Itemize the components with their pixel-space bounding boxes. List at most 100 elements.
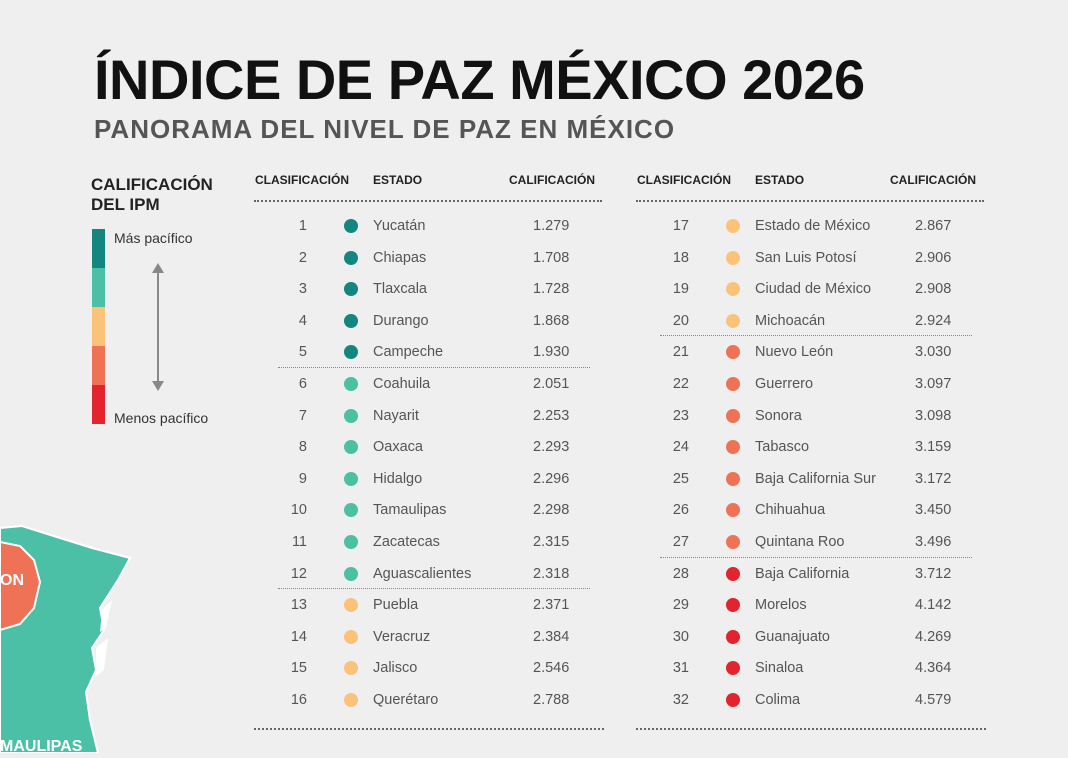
rank-cell: 14 [290, 628, 307, 645]
header-score: CALIFICACIÓN [890, 173, 976, 187]
score-cell: 2.051 [533, 375, 570, 392]
state-cell: Colima [755, 691, 801, 708]
status-dot-icon [726, 598, 740, 613]
rank-cell: 19 [672, 281, 689, 298]
score-cell: 3.712 [915, 565, 952, 582]
score-cell: 4.579 [915, 691, 952, 708]
rank-cell: 7 [298, 407, 307, 424]
score-cell: 2.867 [915, 218, 952, 234]
rank-cell: 29 [672, 597, 689, 614]
status-dot-icon [726, 629, 740, 644]
score-cell: 2.788 [533, 691, 570, 708]
state-cell: Yucatán [373, 218, 426, 234]
status-dot-icon [726, 345, 740, 360]
status-dot-icon [344, 313, 358, 328]
status-dot-icon [344, 692, 358, 707]
table-row: 5 Campeche 1.930 [254, 336, 614, 368]
score-cell: 3.172 [915, 470, 952, 487]
score-cell: 2.906 [915, 249, 952, 266]
rank-cell: 21 [672, 344, 689, 361]
rank-cell: 20 [672, 312, 689, 329]
state-cell: Chiapas [373, 249, 427, 266]
footer-divider-right [636, 728, 986, 730]
rank-cell: 30 [672, 628, 689, 645]
state-cell: Estado de México [755, 218, 871, 234]
table-row: 31 Sinaloa 4.364 [636, 652, 996, 684]
rank-cell: 1 [298, 218, 307, 234]
status-dot-icon [344, 282, 358, 297]
status-dot-icon [726, 471, 740, 486]
status-dot-icon [726, 503, 740, 518]
table-row: 15 Jalisco 2.546 [254, 652, 614, 684]
rank-cell: 27 [672, 533, 689, 550]
group-divider [278, 367, 590, 368]
status-dot-icon [726, 376, 740, 391]
score-cell: 2.298 [533, 502, 570, 519]
map-label-state: ON [0, 572, 24, 589]
status-dot-icon [344, 629, 358, 644]
status-dot-icon [344, 408, 358, 423]
table-row: 6 Coahuila 2.051 [254, 368, 614, 400]
status-dot-icon [344, 566, 358, 581]
score-cell: 2.253 [533, 407, 570, 424]
status-dot-icon [344, 661, 358, 676]
table-row: 18 San Luis Potosí 2.906 [636, 242, 996, 274]
status-dot-icon [726, 250, 740, 265]
rank-cell: 26 [672, 502, 689, 519]
table-row: 23 Sonora 3.098 [636, 400, 996, 432]
table-row: 16 Querétaro 2.788 [254, 684, 614, 716]
double-arrow-icon [151, 263, 165, 391]
state-cell: Guerrero [755, 375, 814, 392]
legend-swatch [92, 229, 105, 268]
state-cell: Campeche [373, 344, 444, 361]
rank-cell: 16 [290, 691, 307, 708]
header-rank: CLASIFICACIÓN [637, 173, 731, 187]
table-rows: 17 Estado de México 2.867 18 San Luis Potosí… [636, 202, 996, 716]
table-row: 8 Oaxaca 2.293 [254, 431, 614, 463]
header-divider [636, 200, 984, 202]
map-fragment: ON MAULIPAS [0, 520, 140, 755]
rank-cell: 24 [672, 439, 689, 456]
rank-cell: 32 [672, 691, 689, 708]
table-row: 1 Yucatán 1.279 [254, 210, 614, 242]
score-cell: 2.924 [915, 312, 952, 329]
score-cell: 4.142 [915, 597, 952, 614]
score-cell: 2.546 [533, 660, 570, 677]
state-cell: Oaxaca [373, 439, 423, 456]
rank-cell: 9 [298, 470, 307, 487]
status-dot-icon [344, 376, 358, 391]
table-header: CLASIFICACIÓN ESTADO CALIFICACIÓN [254, 170, 614, 200]
state-cell: Quintana Roo [755, 533, 845, 550]
group-divider [278, 588, 590, 590]
table-row: 4 Durango 1.868 [254, 305, 614, 337]
legend-swatch [92, 307, 105, 346]
state-cell: Durango [373, 312, 429, 329]
score-cell: 2.384 [533, 628, 570, 645]
score-cell: 3.450 [915, 502, 952, 519]
table-row: 7 Nayarit 2.253 [254, 400, 614, 432]
table-row: 11 Zacatecas 2.315 [254, 526, 614, 558]
header-state: ESTADO [373, 173, 423, 187]
footer-divider-left [254, 728, 604, 730]
legend-title: CALIFICACIÓN DEL IPM [91, 175, 213, 214]
ranking-table-left: CLASIFICACIÓN ESTADO CALIFICACIÓN 1 Yucat… [254, 170, 614, 716]
state-cell: Jalisco [373, 660, 418, 677]
state-cell: Coahuila [373, 375, 431, 392]
state-cell: Zacatecas [373, 533, 440, 550]
legend-top-label: Más pacífico [114, 230, 193, 246]
legend-swatch [92, 268, 105, 307]
table-row: 10 Tamaulipas 2.298 [254, 494, 614, 526]
state-cell: Baja California [755, 565, 850, 582]
table-header: CLASIFICACIÓN ESTADO CALIFICACIÓN [636, 170, 996, 200]
status-dot-icon [344, 250, 358, 265]
score-cell: 2.371 [533, 597, 570, 614]
status-dot-icon [726, 692, 740, 707]
legend-color-scale [92, 229, 105, 424]
state-cell: San Luis Potosí [755, 249, 857, 266]
group-divider [660, 556, 972, 558]
rank-cell: 3 [298, 281, 307, 298]
score-cell: 3.159 [915, 439, 952, 456]
rank-cell: 8 [298, 439, 307, 456]
score-cell: 2.293 [533, 439, 570, 456]
score-cell: 1.728 [533, 281, 570, 298]
